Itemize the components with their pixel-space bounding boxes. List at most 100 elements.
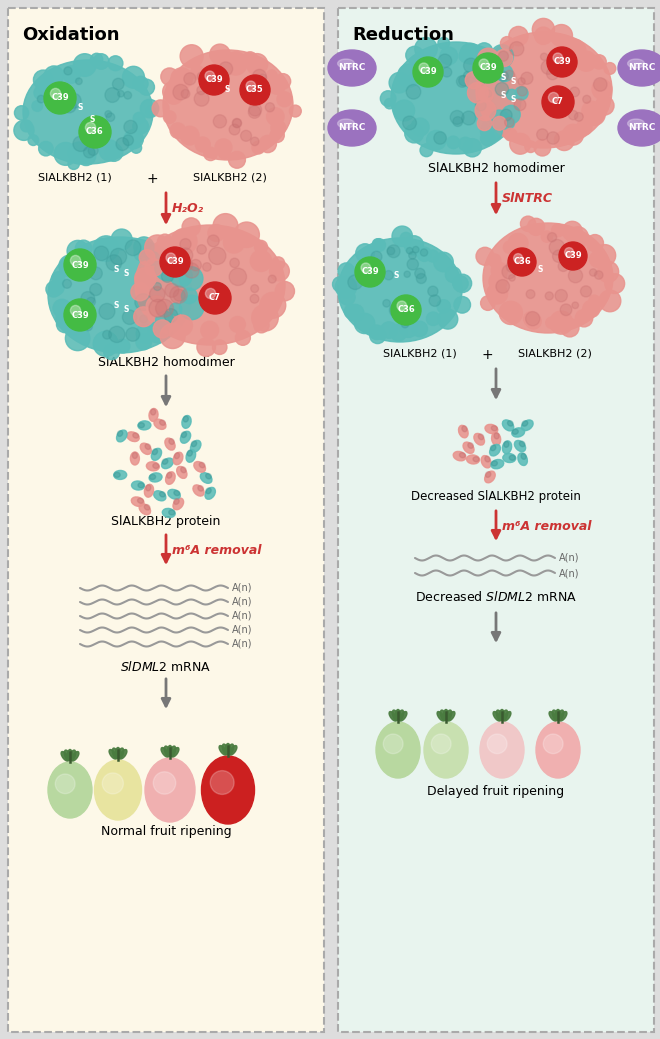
Circle shape <box>117 90 124 97</box>
Circle shape <box>403 318 410 325</box>
Circle shape <box>178 248 193 263</box>
Circle shape <box>589 251 606 268</box>
Circle shape <box>73 136 88 152</box>
Circle shape <box>411 118 429 136</box>
Text: C39: C39 <box>564 251 582 261</box>
Circle shape <box>181 89 190 99</box>
Circle shape <box>589 269 597 276</box>
Circle shape <box>400 233 412 244</box>
Circle shape <box>64 249 96 281</box>
Ellipse shape <box>447 712 455 721</box>
Circle shape <box>195 137 211 152</box>
Circle shape <box>260 292 286 318</box>
Circle shape <box>15 106 28 119</box>
Circle shape <box>404 271 411 277</box>
Circle shape <box>537 129 548 140</box>
Ellipse shape <box>491 459 504 469</box>
Circle shape <box>387 247 395 255</box>
Circle shape <box>158 234 172 249</box>
Circle shape <box>131 283 149 301</box>
Circle shape <box>438 37 449 49</box>
Ellipse shape <box>512 429 518 434</box>
Circle shape <box>236 330 250 345</box>
Ellipse shape <box>145 484 154 498</box>
Ellipse shape <box>463 442 474 453</box>
Circle shape <box>391 295 421 325</box>
Circle shape <box>106 113 115 122</box>
Circle shape <box>372 239 383 249</box>
Ellipse shape <box>161 747 168 757</box>
Circle shape <box>37 96 45 103</box>
Circle shape <box>270 128 284 142</box>
Circle shape <box>94 54 109 70</box>
FancyBboxPatch shape <box>8 8 324 1032</box>
Circle shape <box>496 64 513 82</box>
Circle shape <box>28 135 39 145</box>
Ellipse shape <box>117 430 127 442</box>
Circle shape <box>487 284 508 304</box>
Ellipse shape <box>211 771 234 795</box>
Circle shape <box>550 25 572 47</box>
Ellipse shape <box>328 110 376 146</box>
Circle shape <box>542 86 574 118</box>
Circle shape <box>502 265 516 278</box>
Circle shape <box>20 121 32 132</box>
Circle shape <box>259 135 277 153</box>
Circle shape <box>103 330 112 339</box>
Text: SlALKBH2 (2): SlALKBH2 (2) <box>518 348 592 358</box>
Circle shape <box>426 312 440 325</box>
Ellipse shape <box>193 485 204 496</box>
Ellipse shape <box>115 747 121 758</box>
Circle shape <box>149 299 167 317</box>
Circle shape <box>150 287 165 302</box>
Circle shape <box>476 247 494 265</box>
Ellipse shape <box>338 119 354 128</box>
Circle shape <box>582 101 601 121</box>
Circle shape <box>208 224 225 241</box>
Circle shape <box>464 72 471 79</box>
Circle shape <box>63 99 76 113</box>
Circle shape <box>136 324 156 344</box>
Circle shape <box>412 321 428 337</box>
Ellipse shape <box>199 462 205 468</box>
Circle shape <box>525 141 537 153</box>
FancyBboxPatch shape <box>338 8 654 1032</box>
Circle shape <box>90 267 102 279</box>
Circle shape <box>450 110 464 125</box>
Text: A(n): A(n) <box>232 583 253 593</box>
Circle shape <box>109 326 125 343</box>
Circle shape <box>147 322 169 343</box>
Circle shape <box>570 87 579 97</box>
Circle shape <box>267 70 277 81</box>
Circle shape <box>76 78 82 84</box>
Text: SlALKBH2 homodimer: SlALKBH2 homodimer <box>98 356 234 369</box>
Ellipse shape <box>152 449 158 455</box>
Circle shape <box>345 304 358 319</box>
Ellipse shape <box>519 442 525 447</box>
Circle shape <box>252 84 263 96</box>
Circle shape <box>124 121 137 134</box>
Text: SlALKBH2 (1): SlALKBH2 (1) <box>383 348 457 358</box>
Circle shape <box>489 110 510 130</box>
Ellipse shape <box>424 722 468 778</box>
Circle shape <box>88 145 98 156</box>
Ellipse shape <box>191 441 197 447</box>
Circle shape <box>463 58 478 73</box>
Circle shape <box>116 137 129 151</box>
Circle shape <box>510 42 524 56</box>
Circle shape <box>505 71 514 80</box>
Circle shape <box>604 62 616 75</box>
Circle shape <box>197 245 207 255</box>
Circle shape <box>224 232 244 254</box>
Circle shape <box>99 303 115 319</box>
Circle shape <box>541 231 552 242</box>
Circle shape <box>268 76 286 95</box>
Circle shape <box>50 281 64 295</box>
Circle shape <box>383 299 390 308</box>
Circle shape <box>111 229 132 250</box>
Circle shape <box>147 251 160 265</box>
Circle shape <box>112 78 124 89</box>
Circle shape <box>605 273 624 293</box>
Ellipse shape <box>504 442 509 448</box>
Circle shape <box>230 317 246 332</box>
